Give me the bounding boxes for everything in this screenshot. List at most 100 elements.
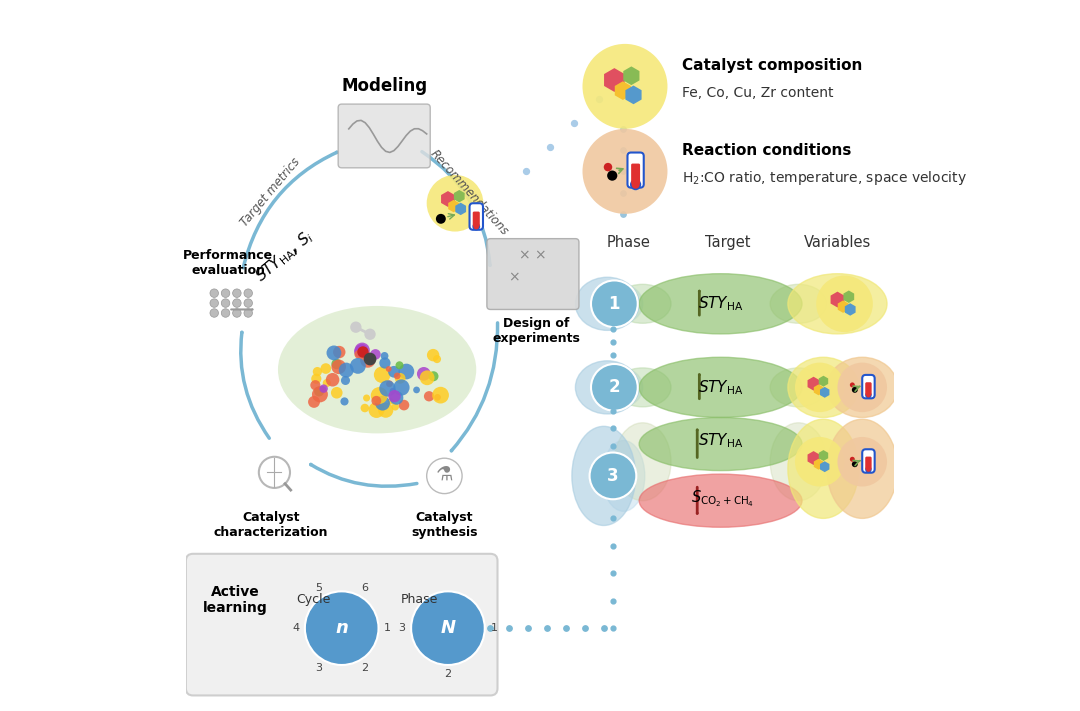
Text: Modeling: Modeling — [341, 77, 428, 95]
Circle shape — [244, 289, 253, 297]
Circle shape — [837, 363, 887, 412]
Ellipse shape — [615, 284, 671, 324]
Ellipse shape — [576, 360, 639, 414]
Ellipse shape — [615, 423, 671, 501]
Ellipse shape — [572, 427, 636, 525]
Text: Active
learning: Active learning — [203, 584, 268, 615]
Circle shape — [308, 396, 320, 408]
Text: 5: 5 — [315, 583, 322, 593]
Point — [595, 622, 612, 634]
Circle shape — [339, 363, 354, 378]
Text: Target metrics: Target metrics — [239, 156, 303, 230]
Circle shape — [604, 163, 612, 171]
Circle shape — [427, 349, 440, 361]
Circle shape — [356, 344, 367, 355]
Circle shape — [852, 387, 858, 392]
Point — [517, 166, 535, 177]
Circle shape — [399, 363, 415, 380]
Circle shape — [427, 458, 462, 493]
Circle shape — [379, 358, 391, 368]
Ellipse shape — [603, 441, 645, 511]
Circle shape — [388, 366, 400, 378]
Circle shape — [354, 345, 368, 358]
Text: n: n — [335, 619, 348, 637]
Text: Design of
experiments: Design of experiments — [492, 316, 580, 345]
Polygon shape — [820, 387, 829, 397]
Point — [605, 336, 622, 348]
Circle shape — [630, 179, 642, 191]
Circle shape — [436, 214, 446, 224]
Text: 2: 2 — [361, 663, 368, 673]
Polygon shape — [820, 461, 829, 472]
Text: Target: Target — [705, 235, 751, 250]
Circle shape — [388, 398, 394, 405]
Circle shape — [326, 373, 339, 387]
Circle shape — [354, 350, 363, 359]
Circle shape — [395, 373, 405, 384]
FancyBboxPatch shape — [862, 449, 875, 473]
Circle shape — [850, 456, 854, 461]
Circle shape — [259, 456, 291, 488]
Circle shape — [364, 353, 377, 365]
Text: ×: × — [508, 271, 519, 285]
Circle shape — [354, 343, 369, 358]
FancyBboxPatch shape — [487, 239, 579, 309]
Polygon shape — [838, 301, 849, 313]
Text: 1: 1 — [384, 623, 391, 634]
Circle shape — [375, 396, 390, 410]
Circle shape — [221, 299, 230, 307]
Circle shape — [411, 592, 485, 665]
Circle shape — [372, 396, 381, 406]
Text: $STY_{\mathrm{HA}}$: $STY_{\mathrm{HA}}$ — [698, 431, 743, 450]
Circle shape — [368, 402, 384, 418]
Circle shape — [399, 400, 409, 410]
Point — [566, 117, 583, 129]
Polygon shape — [814, 459, 823, 470]
Circle shape — [370, 349, 381, 360]
Text: 1: 1 — [609, 295, 620, 313]
Circle shape — [386, 366, 392, 372]
Text: $STY_{\mathrm{HA}}$: $STY_{\mathrm{HA}}$ — [698, 294, 743, 313]
Circle shape — [210, 289, 218, 297]
Text: 1: 1 — [490, 623, 498, 634]
Text: 2: 2 — [608, 378, 620, 396]
Circle shape — [795, 437, 845, 486]
Point — [557, 622, 575, 634]
Point — [605, 422, 622, 434]
Text: ⚗: ⚗ — [435, 465, 454, 484]
FancyBboxPatch shape — [338, 104, 430, 168]
Circle shape — [357, 346, 368, 358]
Circle shape — [607, 171, 618, 181]
Circle shape — [210, 309, 218, 317]
Point — [538, 622, 555, 634]
Circle shape — [816, 275, 873, 332]
Ellipse shape — [639, 274, 802, 334]
Polygon shape — [808, 451, 820, 465]
Ellipse shape — [639, 474, 802, 528]
Circle shape — [314, 386, 324, 397]
Ellipse shape — [615, 368, 671, 407]
Circle shape — [333, 346, 346, 358]
FancyBboxPatch shape — [865, 383, 872, 395]
Circle shape — [795, 363, 845, 412]
Circle shape — [221, 309, 230, 317]
Text: Recommendations: Recommendations — [428, 147, 511, 238]
Point — [615, 166, 632, 177]
Circle shape — [210, 299, 218, 307]
Circle shape — [323, 379, 330, 387]
Text: 6: 6 — [361, 583, 368, 593]
Ellipse shape — [639, 357, 802, 417]
Circle shape — [340, 397, 349, 405]
Point — [590, 93, 607, 105]
Circle shape — [350, 321, 362, 333]
Point — [605, 622, 622, 634]
Circle shape — [852, 461, 858, 467]
Circle shape — [391, 403, 399, 410]
FancyBboxPatch shape — [186, 554, 498, 695]
Ellipse shape — [639, 417, 802, 471]
Text: $STY_{\mathrm{HA}}$: $STY_{\mathrm{HA}}$ — [698, 378, 743, 397]
Circle shape — [350, 358, 366, 374]
Text: Phase: Phase — [401, 594, 438, 606]
Polygon shape — [843, 291, 854, 303]
Circle shape — [326, 346, 341, 360]
